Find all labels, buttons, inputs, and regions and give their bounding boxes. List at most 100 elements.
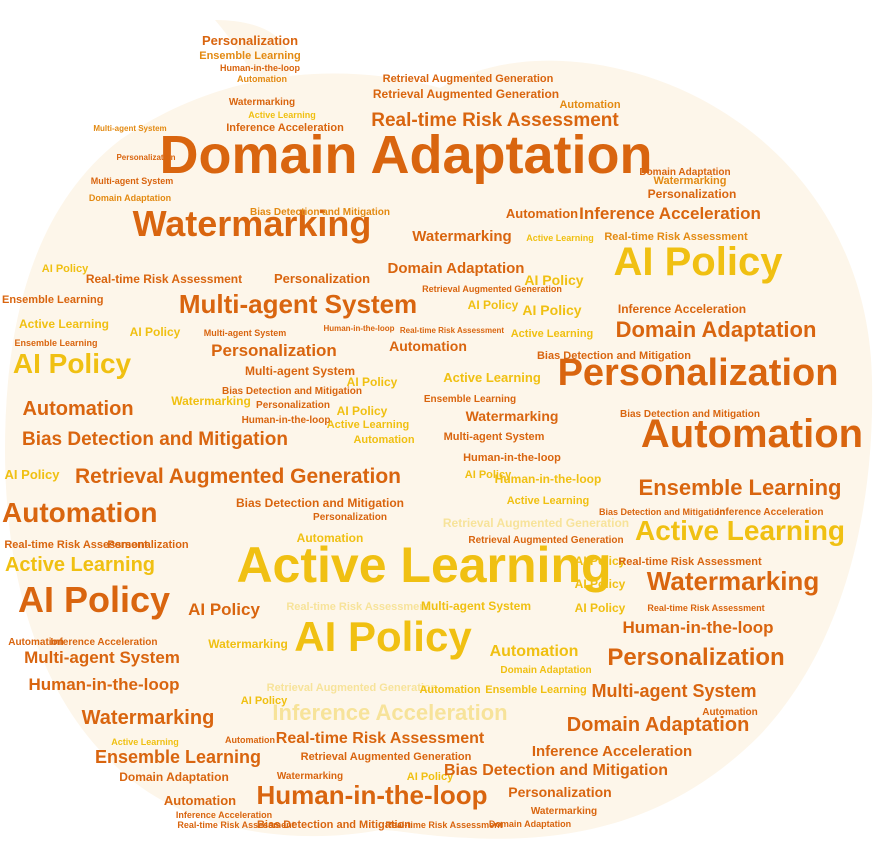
- word-inference-acceleration: Inference Acceleration: [579, 204, 761, 223]
- word-human-in-the-loop: Human-in-the-loop: [622, 618, 773, 637]
- word-ai-policy: AI Policy: [347, 375, 398, 389]
- word-retrieval-augmented-generation: Retrieval Augmented Generation: [468, 535, 623, 546]
- word-ensemble-learning: Ensemble Learning: [199, 50, 300, 62]
- word-ai-policy: AI Policy: [130, 325, 181, 339]
- word-ai-policy: AI Policy: [42, 263, 89, 275]
- word-retrieval-augmented-generation: Retrieval Augmented Generation: [443, 516, 629, 530]
- word-active-learning: Active Learning: [507, 495, 590, 507]
- word-ai-policy: AI Policy: [575, 601, 626, 615]
- word-human-in-the-loop: Human-in-the-loop: [495, 472, 602, 486]
- word-retrieval-augmented-generation: Retrieval Augmented Generation: [373, 87, 559, 101]
- word-ai-policy: AI Policy: [241, 695, 288, 707]
- word-multi-agent-system: Multi-agent System: [91, 176, 174, 186]
- word-watermarking: Watermarking: [133, 203, 372, 244]
- word-automation: Automation: [389, 338, 467, 354]
- word-multi-agent-system: Multi-agent System: [591, 681, 756, 701]
- word-real-time-risk-assessment: Real-time Risk Assessment: [604, 231, 748, 243]
- word-automation: Automation: [559, 99, 620, 111]
- word-retrieval-augmented-generation: Retrieval Augmented Generation: [267, 682, 438, 694]
- word-real-time-risk-assessment: Real-time Risk Assessment: [276, 730, 485, 747]
- word-active-learning: Active Learning: [635, 515, 845, 546]
- word-automation: Automation: [490, 643, 579, 660]
- word-real-time-risk-assessment: Real-time Risk Assessment: [286, 601, 430, 613]
- word-automation: Automation: [2, 497, 158, 528]
- word-automation: Automation: [702, 707, 758, 718]
- word-automation: Automation: [8, 637, 64, 648]
- word-watermarking: Watermarking: [466, 408, 559, 424]
- word-ai-policy: AI Policy: [5, 467, 61, 482]
- word-ensemble-learning: Ensemble Learning: [14, 338, 97, 348]
- word-ai-policy: AI Policy: [614, 240, 784, 284]
- word-automation: Automation: [297, 531, 364, 545]
- word-ensemble-learning: Ensemble Learning: [424, 394, 516, 405]
- word-active-learning: Active Learning: [511, 328, 594, 340]
- word-domain-adaptation: Domain Adaptation: [567, 714, 750, 736]
- word-personalization: Personalization: [313, 512, 387, 523]
- word-watermarking: Watermarking: [82, 707, 215, 729]
- word-ai-policy: AI Policy: [13, 348, 132, 379]
- word-domain-adaptation: Domain Adaptation: [489, 819, 571, 829]
- word-automation: Automation: [164, 793, 236, 808]
- word-retrieval-augmented-generation: Retrieval Augmented Generation: [383, 73, 554, 85]
- word-inference-acceleration: Inference Acceleration: [532, 743, 692, 760]
- word-automation: Automation: [353, 434, 414, 446]
- word-automation: Automation: [419, 684, 480, 696]
- word-domain-adaptation: Domain Adaptation: [500, 665, 591, 676]
- word-ensemble-learning: Ensemble Learning: [95, 747, 261, 767]
- word-multi-agent-system: Multi-agent System: [245, 364, 355, 378]
- word-personalization: Personalization: [607, 644, 784, 671]
- word-ensemble-learning: Ensemble Learning: [639, 475, 842, 500]
- word-active-learning: Active Learning: [443, 370, 541, 385]
- word-automation: Automation: [22, 398, 133, 420]
- word-ensemble-learning: Ensemble Learning: [2, 294, 103, 306]
- word-bias-detection-and-mitigation: Bias Detection and Mitigation: [444, 762, 668, 779]
- word-real-time-risk-assessment: Real-time Risk Assessment: [86, 272, 242, 286]
- word-real-time-risk-assessment: Real-time Risk Assessment: [177, 820, 294, 830]
- word-bias-detection-and-mitigation: Bias Detection and Mitigation: [537, 350, 691, 362]
- word-bias-detection-and-mitigation: Bias Detection and Mitigation: [222, 386, 362, 397]
- word-active-learning: Active Learning: [19, 317, 109, 331]
- word-active-learning: Active Learning: [248, 110, 316, 120]
- word-multi-agent-system: Multi-agent System: [93, 124, 166, 133]
- word-real-time-risk-assessment: Real-time Risk Assessment: [4, 539, 148, 551]
- word-ai-policy: AI Policy: [524, 272, 583, 288]
- word-personalization: Personalization: [202, 33, 298, 48]
- word-ai-policy: AI Policy: [188, 600, 260, 619]
- word-ai-policy: AI Policy: [407, 771, 454, 783]
- word-watermarking: Watermarking: [277, 771, 343, 782]
- word-domain-adaptation: Domain Adaptation: [119, 770, 229, 784]
- word-domain-adaptation: Domain Adaptation: [639, 167, 730, 178]
- word-watermarking: Watermarking: [647, 566, 819, 596]
- word-watermarking: Watermarking: [229, 97, 295, 108]
- word-ai-policy: AI Policy: [522, 302, 581, 318]
- word-real-time-risk-assessment: Real-time Risk Assessment: [371, 110, 619, 131]
- word-active-learning: Active Learning: [111, 737, 179, 747]
- word-watermarking: Watermarking: [412, 228, 511, 245]
- word-ai-policy: AI Policy: [465, 469, 512, 481]
- word-bias-detection-and-mitigation: Bias Detection and Mitigation: [257, 819, 411, 831]
- word-inference-acceleration: Inference Acceleration: [618, 302, 746, 316]
- word-active-learning: Active Learning: [236, 537, 611, 593]
- word-personalization: Personalization: [211, 341, 337, 360]
- word-multi-agent-system: Multi-agent System: [444, 431, 545, 443]
- word-inference-acceleration: Inference Acceleration: [51, 637, 158, 648]
- word-domain-adaptation: Domain Adaptation: [89, 193, 171, 203]
- word-human-in-the-loop: Human-in-the-loop: [220, 63, 300, 73]
- word-domain-adaptation: Domain Adaptation: [616, 317, 817, 342]
- word-watermarking: Watermarking: [531, 806, 597, 817]
- word-inference-acceleration: Inference Acceleration: [176, 810, 272, 820]
- word-personalization: Personalization: [274, 271, 370, 286]
- word-human-in-the-loop: Human-in-the-loop: [28, 675, 179, 694]
- word-real-time-risk-assessment: Real-time Risk Assessment: [647, 603, 764, 613]
- word-watermarking: Watermarking: [208, 637, 288, 651]
- word-personalization: Personalization: [508, 784, 611, 800]
- word-human-in-the-loop: Human-in-the-loop: [323, 324, 394, 333]
- word-ai-policy: AI Policy: [575, 554, 626, 568]
- word-multi-agent-system: Multi-agent System: [179, 289, 417, 319]
- word-ai-policy: AI Policy: [18, 579, 170, 620]
- word-multi-agent-system: Multi-agent System: [204, 328, 287, 338]
- word-real-time-risk-assessment: Real-time Risk Assessment: [400, 326, 505, 335]
